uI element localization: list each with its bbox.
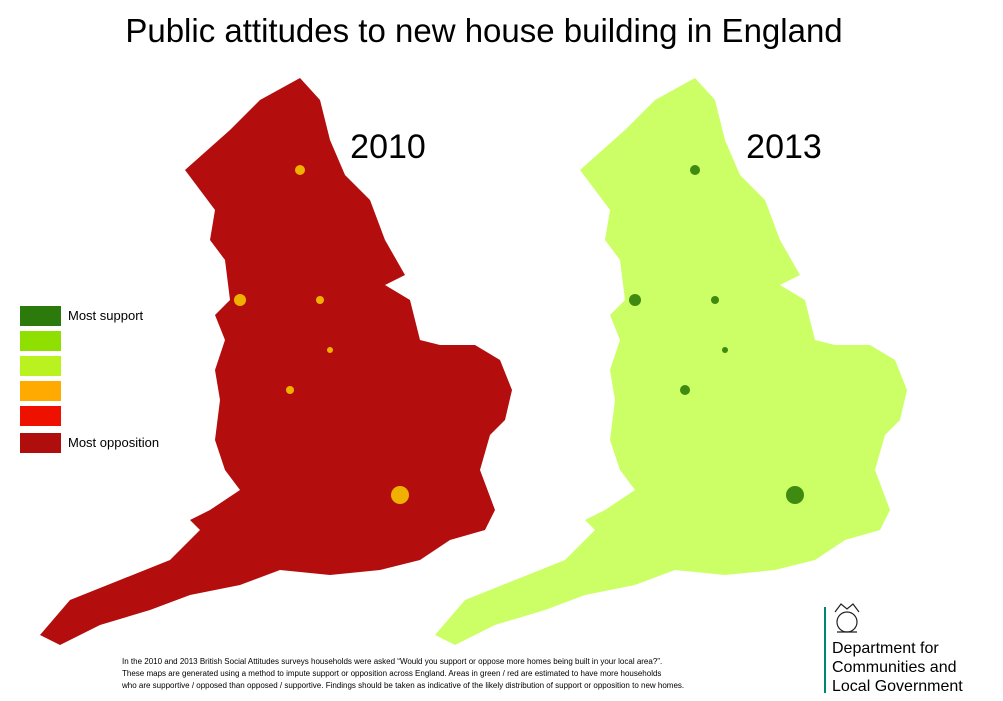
legend-swatch [20, 433, 61, 453]
logo-text: Communities and [832, 659, 957, 676]
legend-swatch [20, 406, 61, 426]
legend: Most support Most opposition [20, 306, 159, 453]
map-2013: 2013 [435, 78, 907, 645]
speckles [234, 165, 409, 504]
england-map [40, 78, 512, 645]
legend-swatch [20, 356, 61, 376]
crest [834, 603, 860, 633]
footnote-line: These maps are generated using a method … [122, 669, 661, 678]
logo-text: Department for [832, 640, 939, 657]
speckles [629, 165, 804, 504]
map-year: 2013 [746, 128, 822, 166]
footnote-line: In the 2010 and 2013 British Social Atti… [122, 657, 662, 666]
footnote-line: who are supportive / opposed than oppose… [121, 681, 684, 690]
logo: Department for Communities and Local Gov… [824, 603, 963, 695]
title: Public attitudes to new house building i… [125, 12, 842, 49]
map-2010: 2010 [40, 78, 512, 645]
england-map [435, 78, 907, 645]
legend-label: Most opposition [68, 435, 159, 450]
logo-text: Local Government [832, 678, 963, 695]
map-year: 2010 [350, 128, 426, 166]
legend-swatch [20, 381, 61, 401]
legend-label: Most support [68, 308, 144, 323]
footnote: In the 2010 and 2013 British Social Atti… [121, 657, 684, 690]
legend-swatch [20, 331, 61, 351]
legend-swatch [20, 306, 61, 326]
